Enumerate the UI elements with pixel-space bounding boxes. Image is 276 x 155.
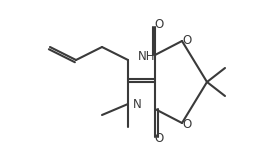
Text: O: O	[154, 133, 164, 146]
Text: O: O	[182, 117, 192, 131]
Text: N: N	[133, 98, 142, 111]
Text: O: O	[182, 33, 192, 46]
Text: O: O	[154, 18, 164, 31]
Text: NH: NH	[138, 49, 155, 62]
